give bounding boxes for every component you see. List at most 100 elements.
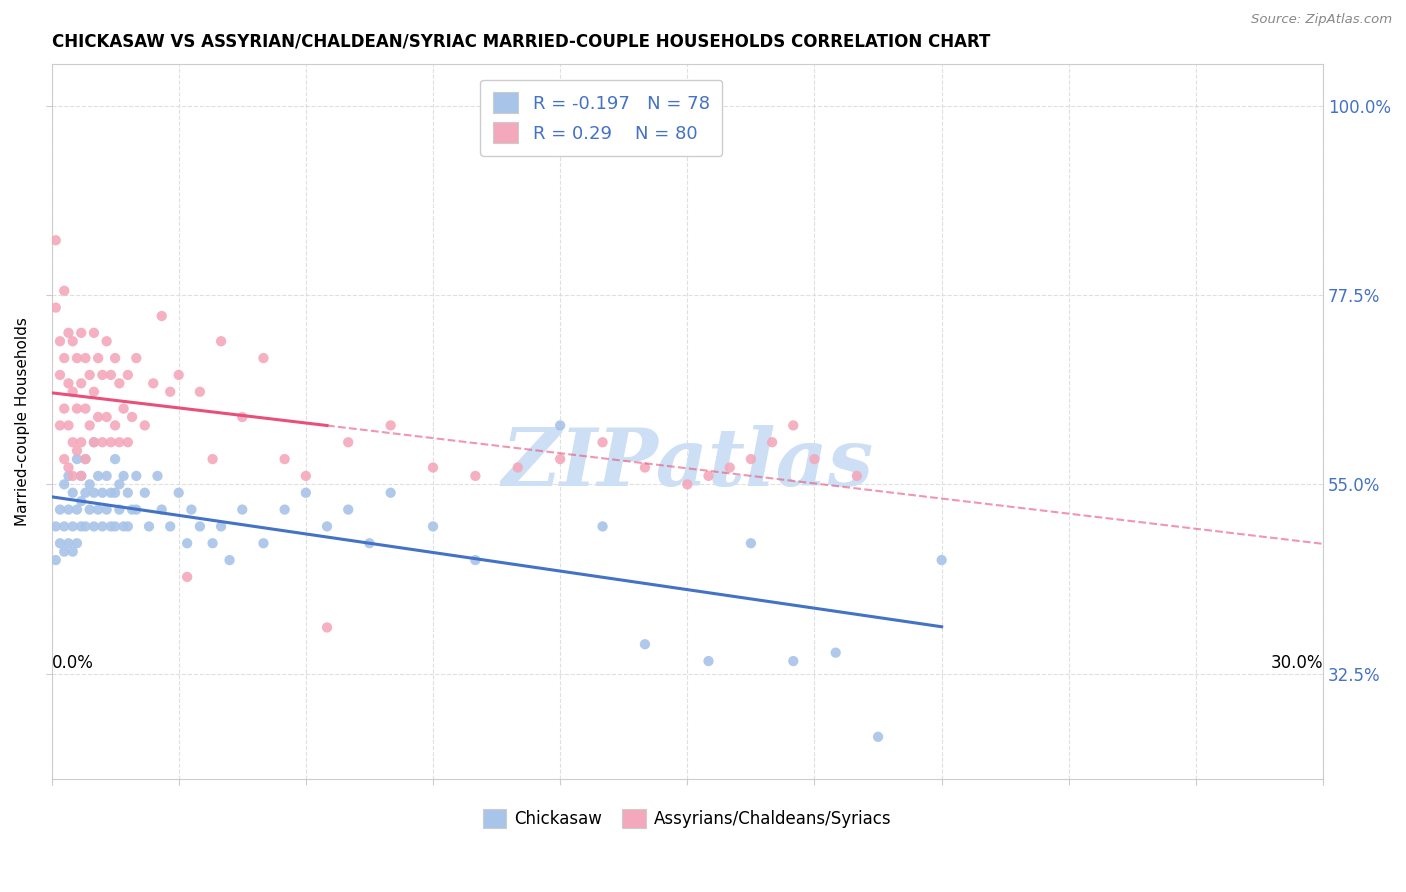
Point [58, 418, 80, 433]
Point [79, 368, 101, 382]
Point [58, 326, 80, 340]
Point [108, 477, 131, 491]
Point [112, 469, 135, 483]
Point [91, 519, 114, 533]
Point [53, 401, 76, 416]
Point [70, 469, 93, 483]
Point [676, 477, 699, 491]
Point [66, 502, 89, 516]
Point [740, 536, 762, 550]
Point [337, 435, 360, 450]
Point [108, 502, 131, 516]
Point [53, 519, 76, 533]
Point [167, 368, 190, 382]
Point [422, 519, 444, 533]
Point [53, 351, 76, 365]
Point [138, 519, 160, 533]
Point [121, 409, 143, 424]
Point [96, 469, 118, 483]
Point [45, 553, 67, 567]
Point [231, 409, 253, 424]
Point [295, 469, 318, 483]
Y-axis label: Married-couple Households: Married-couple Households [15, 317, 30, 525]
Point [75, 452, 97, 467]
Point [176, 536, 198, 550]
Point [125, 351, 148, 365]
Point [252, 536, 274, 550]
Point [824, 646, 846, 660]
Point [337, 502, 360, 516]
Point [634, 460, 657, 475]
Point [62, 334, 84, 349]
Point [96, 334, 118, 349]
Point [58, 460, 80, 475]
Point [209, 334, 232, 349]
Point [49, 334, 72, 349]
Point [117, 368, 139, 382]
Text: 30.0%: 30.0% [1271, 654, 1323, 672]
Point [53, 452, 76, 467]
Point [100, 485, 122, 500]
Point [49, 368, 72, 382]
Point [75, 452, 97, 467]
Point [45, 519, 67, 533]
Point [53, 284, 76, 298]
Point [104, 519, 127, 533]
Point [70, 519, 93, 533]
Point [66, 401, 89, 416]
Point [125, 469, 148, 483]
Point [100, 368, 122, 382]
Point [62, 384, 84, 399]
Point [104, 351, 127, 365]
Point [79, 477, 101, 491]
Point [697, 469, 720, 483]
Point [62, 544, 84, 558]
Point [62, 435, 84, 450]
Point [108, 435, 131, 450]
Point [45, 301, 67, 315]
Point [75, 485, 97, 500]
Point [422, 460, 444, 475]
Point [58, 536, 80, 550]
Point [83, 435, 105, 450]
Point [159, 519, 181, 533]
Point [49, 418, 72, 433]
Point [117, 485, 139, 500]
Point [49, 502, 72, 516]
Point [112, 401, 135, 416]
Point [87, 409, 110, 424]
Point [108, 376, 131, 391]
Point [231, 502, 253, 516]
Point [188, 519, 211, 533]
Point [70, 326, 93, 340]
Point [380, 485, 402, 500]
Point [87, 469, 110, 483]
Point [79, 418, 101, 433]
Point [53, 477, 76, 491]
Point [75, 519, 97, 533]
Point [868, 730, 890, 744]
Point [464, 469, 486, 483]
Text: Source: ZipAtlas.com: Source: ZipAtlas.com [1251, 13, 1392, 27]
Point [188, 384, 211, 399]
Point [83, 326, 105, 340]
Point [697, 654, 720, 668]
Point [83, 519, 105, 533]
Point [83, 435, 105, 450]
Point [506, 460, 529, 475]
Point [782, 418, 804, 433]
Point [761, 435, 783, 450]
Point [845, 469, 868, 483]
Point [87, 351, 110, 365]
Point [70, 469, 93, 483]
Point [718, 460, 741, 475]
Point [75, 401, 97, 416]
Point [803, 452, 825, 467]
Point [66, 536, 89, 550]
Point [83, 384, 105, 399]
Point [209, 519, 232, 533]
Point [150, 309, 173, 323]
Point [218, 553, 240, 567]
Point [66, 351, 89, 365]
Point [58, 376, 80, 391]
